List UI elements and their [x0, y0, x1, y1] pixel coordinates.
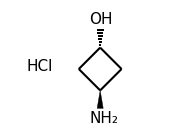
- Text: NH₂: NH₂: [89, 111, 118, 126]
- Text: OH: OH: [89, 12, 113, 27]
- Text: HCl: HCl: [26, 59, 53, 74]
- Polygon shape: [97, 90, 103, 108]
